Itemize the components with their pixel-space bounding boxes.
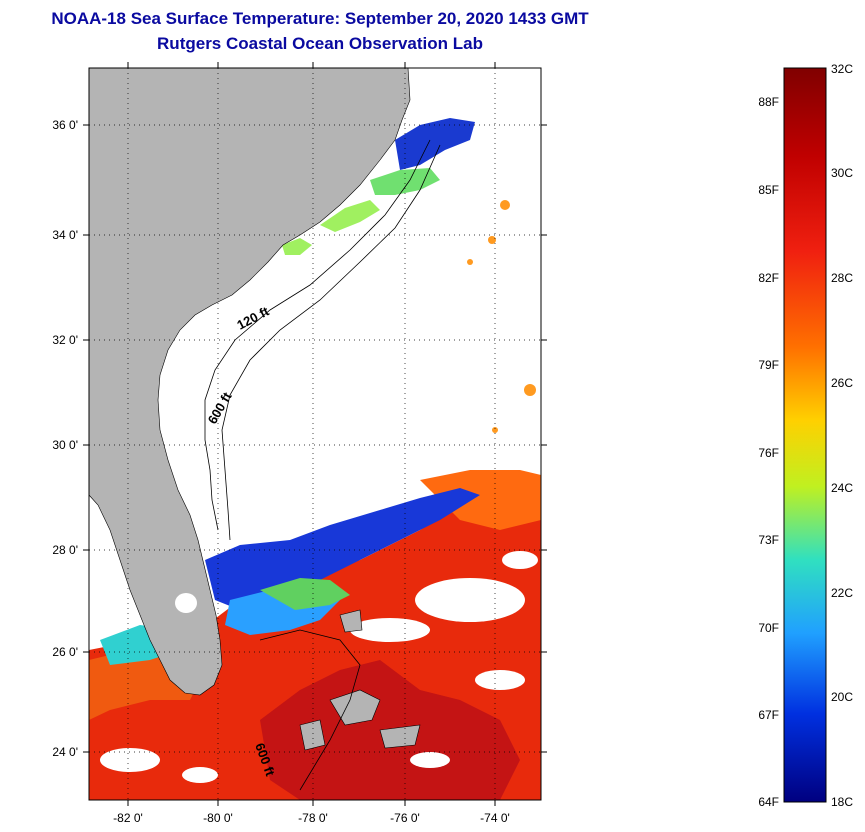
colorbar-f-70: 70F (758, 621, 779, 635)
lon-label-82: -82 0' (113, 811, 143, 825)
orange-water-patch (420, 470, 541, 530)
colorbar-c-18: 18C (831, 795, 853, 809)
lat-label-28: 28 0' (52, 543, 78, 557)
colorbar-f-88: 88F (758, 95, 779, 109)
colorbar-f-82: 82F (758, 271, 779, 285)
green-water-patch (260, 578, 350, 610)
color-bar: 32C 30C 28C 26C 24C 22C 20C 18C 88F 85F … (758, 62, 853, 809)
cloud-patches (100, 551, 538, 783)
lon-label-80: -80 0' (203, 811, 233, 825)
colorbar-f-64: 64F (758, 795, 779, 809)
lat-label-26: 26 0' (52, 645, 78, 659)
bahamas-islands (299, 609, 421, 751)
offshore-orange-specks (467, 200, 536, 433)
lat-label-24: 24 0' (52, 745, 78, 759)
cool-water-band (205, 488, 480, 610)
lat-label-34: 34 0' (52, 228, 78, 242)
color-bar-gradient (783, 67, 827, 803)
lake-okeechobee (175, 593, 197, 613)
lat-label-32: 32 0' (52, 333, 78, 347)
georgia-shelf-green (282, 238, 312, 255)
map-subtitle: Rutgers Coastal Ocean Observation Lab (157, 34, 483, 53)
colorbar-c-26: 26C (831, 376, 853, 390)
colorbar-c-32: 32C (831, 62, 853, 76)
carolina-green-water (370, 168, 440, 195)
colorbar-c-20: 20C (831, 690, 853, 704)
colorbar-c-28: 28C (831, 271, 853, 285)
colorbar-f-79: 79F (758, 358, 779, 372)
colorbar-c-24: 24C (831, 481, 853, 495)
colorbar-f-85: 85F (758, 183, 779, 197)
southeast-us-land (89, 68, 411, 696)
map-frame (88, 67, 542, 801)
carolina-cold-water (395, 118, 475, 170)
lat-label-30: 30 0' (52, 438, 78, 452)
contour-600ft (221, 144, 441, 541)
colorbar-c-30: 30C (831, 166, 853, 180)
lat-label-36: 36 0' (52, 118, 78, 132)
colorbar-c-22: 22C (831, 586, 853, 600)
lon-label-78: -78 0' (298, 811, 328, 825)
lat-tick-marks (83, 62, 547, 806)
carolina-shelf-green (320, 200, 380, 232)
colorbar-f-73: 73F (758, 533, 779, 547)
lon-label-76: -76 0' (390, 811, 420, 825)
colorbar-f-76: 76F (758, 446, 779, 460)
contour-bahamas (259, 629, 361, 791)
colorbar-f-67: 67F (758, 708, 779, 722)
lon-label-74: -74 0' (480, 811, 510, 825)
graticule (89, 68, 541, 800)
map-title: NOAA-18 Sea Surface Temperature: Septemb… (51, 9, 589, 28)
